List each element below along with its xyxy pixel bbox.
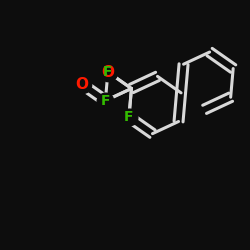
- Text: F: F: [101, 94, 110, 108]
- Text: O: O: [75, 77, 88, 92]
- Text: F: F: [103, 65, 113, 79]
- Text: F: F: [124, 110, 134, 124]
- Text: O: O: [102, 64, 114, 80]
